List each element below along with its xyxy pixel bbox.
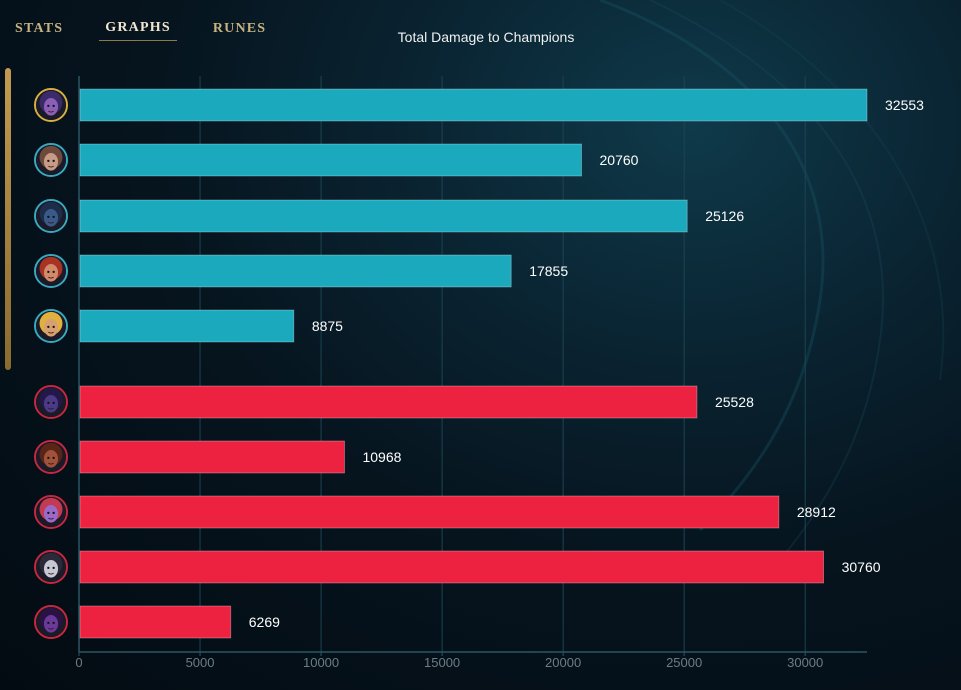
champion-portrait-icon [36, 311, 66, 341]
blue-team-bar [79, 199, 688, 233]
bar-value-label: 8875 [312, 318, 343, 334]
chart-title: Total Damage to Champions [397, 29, 575, 45]
x-tick-label: 15000 [424, 655, 460, 670]
champion-avatar[interactable] [34, 309, 68, 343]
selected-team-indicator [5, 68, 11, 370]
red-team-bar [79, 385, 698, 419]
champion-portrait-icon [36, 256, 66, 286]
champion-portrait-icon [36, 552, 66, 582]
red-team-bar [79, 440, 345, 474]
champion-portrait-icon [36, 387, 66, 417]
champion-avatar[interactable] [34, 199, 68, 233]
bar-value-label: 25126 [705, 208, 744, 224]
bar-value-label: 30760 [842, 559, 881, 575]
champion-avatar[interactable] [34, 143, 68, 177]
x-tick-label: 0 [75, 655, 82, 670]
bar-value-label: 28912 [797, 504, 836, 520]
bar-value-label: 10968 [362, 449, 401, 465]
bar-value-label: 6269 [249, 614, 280, 630]
champion-avatar[interactable] [34, 440, 68, 474]
bar-value-label: 25528 [715, 394, 754, 410]
tab-graphs[interactable]: GRAPHS [99, 19, 177, 41]
x-tick-label: 20000 [545, 655, 581, 670]
tab-bar: STATS GRAPHS RUNES [9, 19, 272, 41]
blue-team-bar [79, 309, 295, 343]
x-tick-label: 30000 [787, 655, 823, 670]
blue-team-bar [79, 88, 868, 122]
champion-portrait-icon [36, 442, 66, 472]
bar-value-label: 17855 [529, 263, 568, 279]
champion-portrait-icon [36, 201, 66, 231]
champion-portrait-icon [36, 607, 66, 637]
champion-portrait-icon [36, 497, 66, 527]
champion-portrait-icon [36, 90, 66, 120]
red-team-bar [79, 605, 232, 639]
red-team-bar [79, 495, 780, 529]
tab-stats[interactable]: STATS [9, 19, 69, 41]
x-tick-label: 10000 [303, 655, 339, 670]
champion-avatar[interactable] [34, 605, 68, 639]
champion-portrait-icon [36, 145, 66, 175]
champion-avatar[interactable] [34, 254, 68, 288]
tab-runes[interactable]: RUNES [207, 19, 272, 41]
x-tick-label: 5000 [186, 655, 215, 670]
red-team-bar [79, 550, 824, 584]
champion-avatar[interactable] [34, 550, 68, 584]
champion-avatar[interactable] [34, 495, 68, 529]
bar-value-label: 20760 [600, 152, 639, 168]
bar-value-label: 32553 [885, 97, 924, 113]
x-tick-label: 25000 [666, 655, 702, 670]
champion-avatar[interactable] [34, 385, 68, 419]
blue-team-bar [79, 254, 512, 288]
blue-team-bar [79, 143, 582, 177]
champion-avatar[interactable] [34, 88, 68, 122]
